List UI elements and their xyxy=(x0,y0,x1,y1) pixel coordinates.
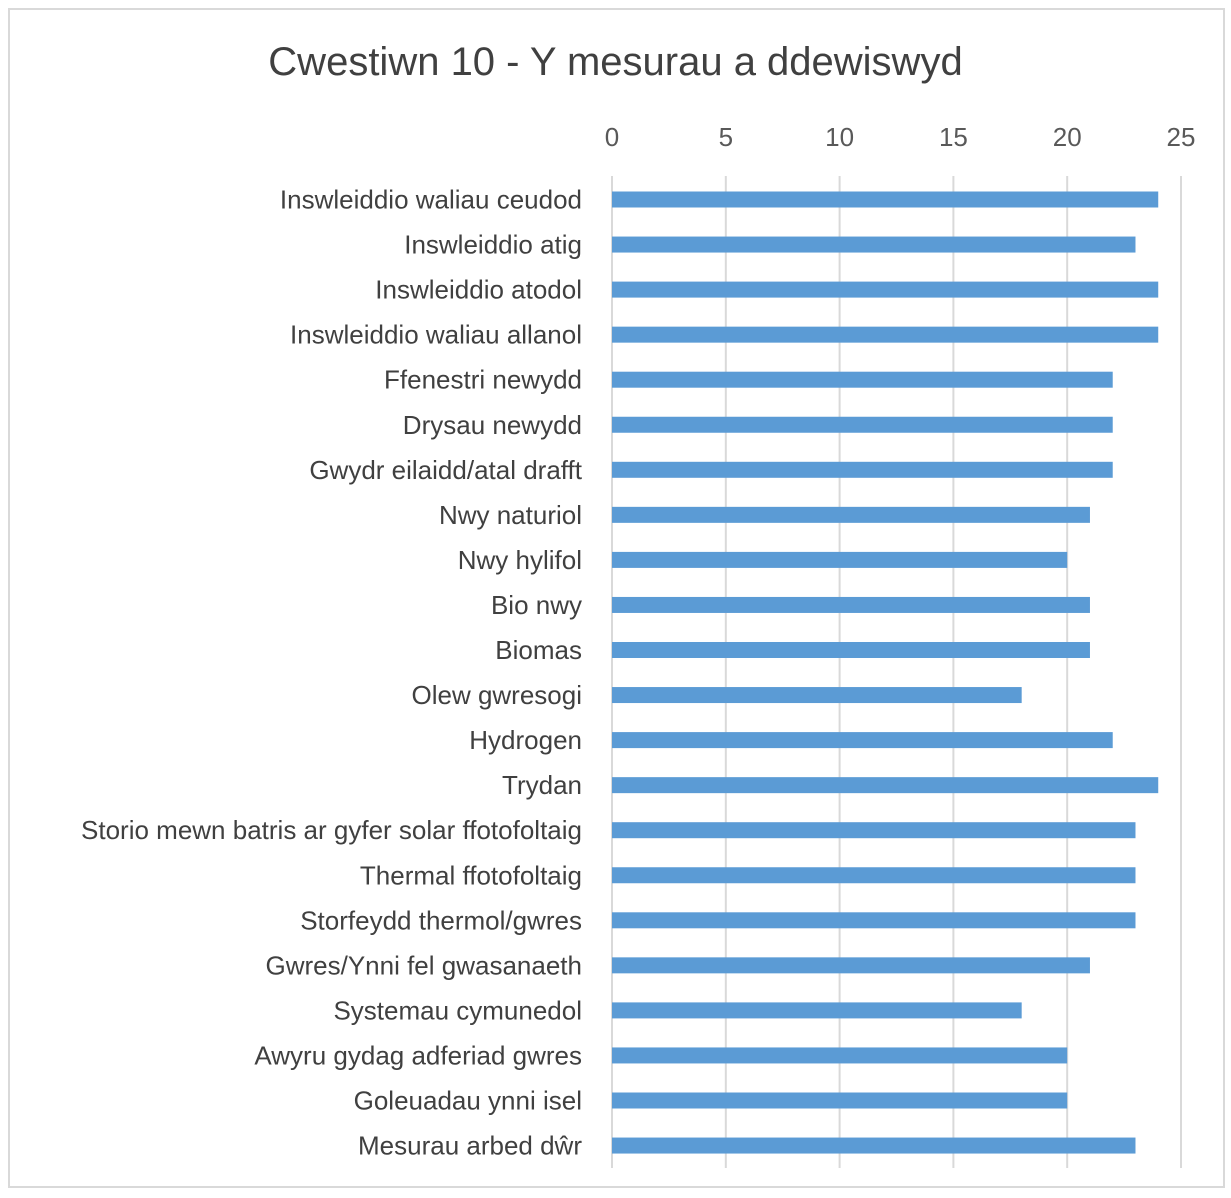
x-tick-labels: 0 5 10 15 20 25 xyxy=(605,122,1196,152)
x-tick-label: 20 xyxy=(1053,122,1082,152)
category-label: Nwy hylifol xyxy=(458,545,582,575)
category-label: Gwydr eilaidd/atal drafft xyxy=(309,455,582,485)
category-label: Bio nwy xyxy=(491,590,582,620)
bars xyxy=(612,191,1159,1154)
bar xyxy=(612,326,1159,343)
category-label: Olew gwresogi xyxy=(411,680,582,710)
category-label: Inswleiddio waliau allanol xyxy=(290,320,582,350)
bar xyxy=(612,732,1113,749)
category-label: Biomas xyxy=(495,635,582,665)
bar xyxy=(612,236,1136,253)
bar xyxy=(612,1047,1068,1064)
category-label: Drysau newydd xyxy=(403,410,582,440)
bar xyxy=(612,461,1113,478)
bar xyxy=(612,596,1090,613)
category-label: Ffenestri newydd xyxy=(384,365,582,395)
category-labels: Inswleiddio waliau ceudod Inswleiddio ati… xyxy=(81,185,583,1161)
x-tick-label: 15 xyxy=(939,122,968,152)
category-label: Nwy naturiol xyxy=(439,500,582,530)
x-tick-label: 10 xyxy=(825,122,854,152)
bar xyxy=(612,687,1022,704)
category-label: Gwres/Ynni fel gwasanaeth xyxy=(265,950,582,980)
bar xyxy=(612,912,1136,929)
bar xyxy=(612,867,1136,884)
category-label: Goleuadau ynni isel xyxy=(354,1086,582,1116)
category-label: Inswleiddio atodol xyxy=(375,275,582,305)
bar xyxy=(612,642,1090,658)
x-tick-label: 0 xyxy=(605,122,619,152)
bar xyxy=(612,506,1090,523)
bar xyxy=(612,191,1159,208)
category-label: Inswleiddio waliau ceudod xyxy=(280,185,582,215)
bar xyxy=(612,281,1159,298)
bar xyxy=(612,777,1159,794)
bar xyxy=(612,957,1090,974)
x-tick-label: 25 xyxy=(1167,122,1196,152)
chart-title: Cwestiwn 10 - Y mesurau a ddewiswyd xyxy=(268,40,963,84)
category-label: Storfeydd thermol/gwres xyxy=(300,905,582,935)
category-label: Mesurau arbed dŵr xyxy=(358,1131,582,1161)
category-label: Awyru gydag adferiad gwres xyxy=(254,1040,582,1070)
x-tick-label: 5 xyxy=(719,122,733,152)
category-label: Storio mewn batris ar gyfer solar ffotof… xyxy=(81,815,582,845)
category-label: Systemau cymunedol xyxy=(333,995,582,1025)
bar xyxy=(612,1092,1068,1109)
category-label: Hydrogen xyxy=(469,725,582,755)
bar xyxy=(612,551,1068,568)
category-label: Inswleiddio atig xyxy=(404,230,582,260)
bar xyxy=(612,822,1136,839)
bar xyxy=(612,1137,1136,1154)
bar xyxy=(612,416,1113,433)
category-label: Thermal ffotofoltaig xyxy=(360,860,582,890)
category-label: Trydan xyxy=(502,770,582,800)
bar xyxy=(612,1002,1022,1019)
gridlines xyxy=(611,176,1182,1168)
bar xyxy=(612,371,1113,388)
